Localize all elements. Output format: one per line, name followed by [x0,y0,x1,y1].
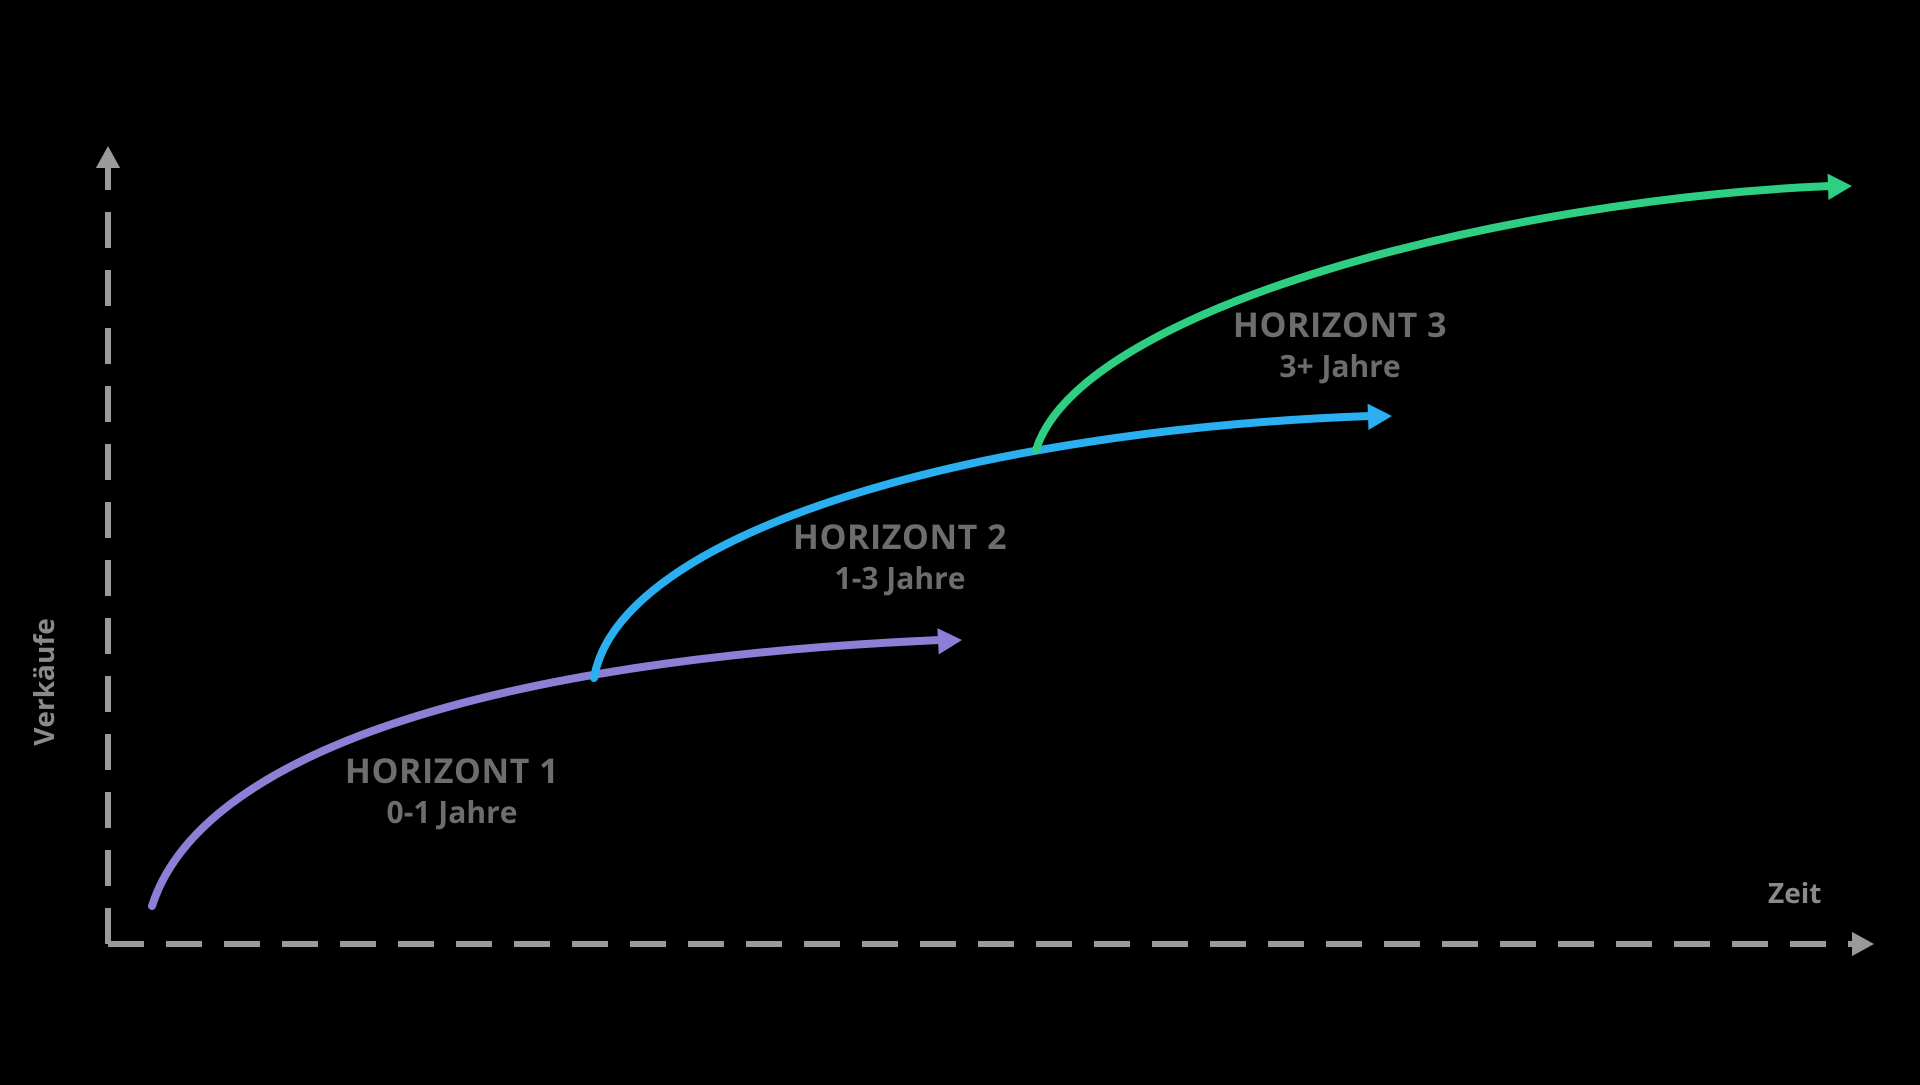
horizon-2-subtitle: 1-3 Jahre [793,558,1007,597]
horizon-3-title: HORIZONT 3 [1233,302,1447,346]
horizon-1-title: HORIZONT 1 [345,748,559,792]
horizon-1-subtitle: 0-1 Jahre [345,792,559,831]
y-axis-label: Verkäufe [25,618,63,746]
x-axis-label: Zeit [1768,874,1821,912]
horizon-2-title: HORIZONT 2 [793,514,1007,558]
diagram-canvas: Zeit Verkäufe HORIZONT 1 0-1 Jahre HORIZ… [0,0,1920,1080]
horizon-2-label: HORIZONT 2 1-3 Jahre [793,514,1007,597]
horizon-1-label: HORIZONT 1 0-1 Jahre [345,748,559,831]
horizon-3-subtitle: 3+ Jahre [1233,346,1447,385]
horizon-3-label: HORIZONT 3 3+ Jahre [1233,302,1447,385]
